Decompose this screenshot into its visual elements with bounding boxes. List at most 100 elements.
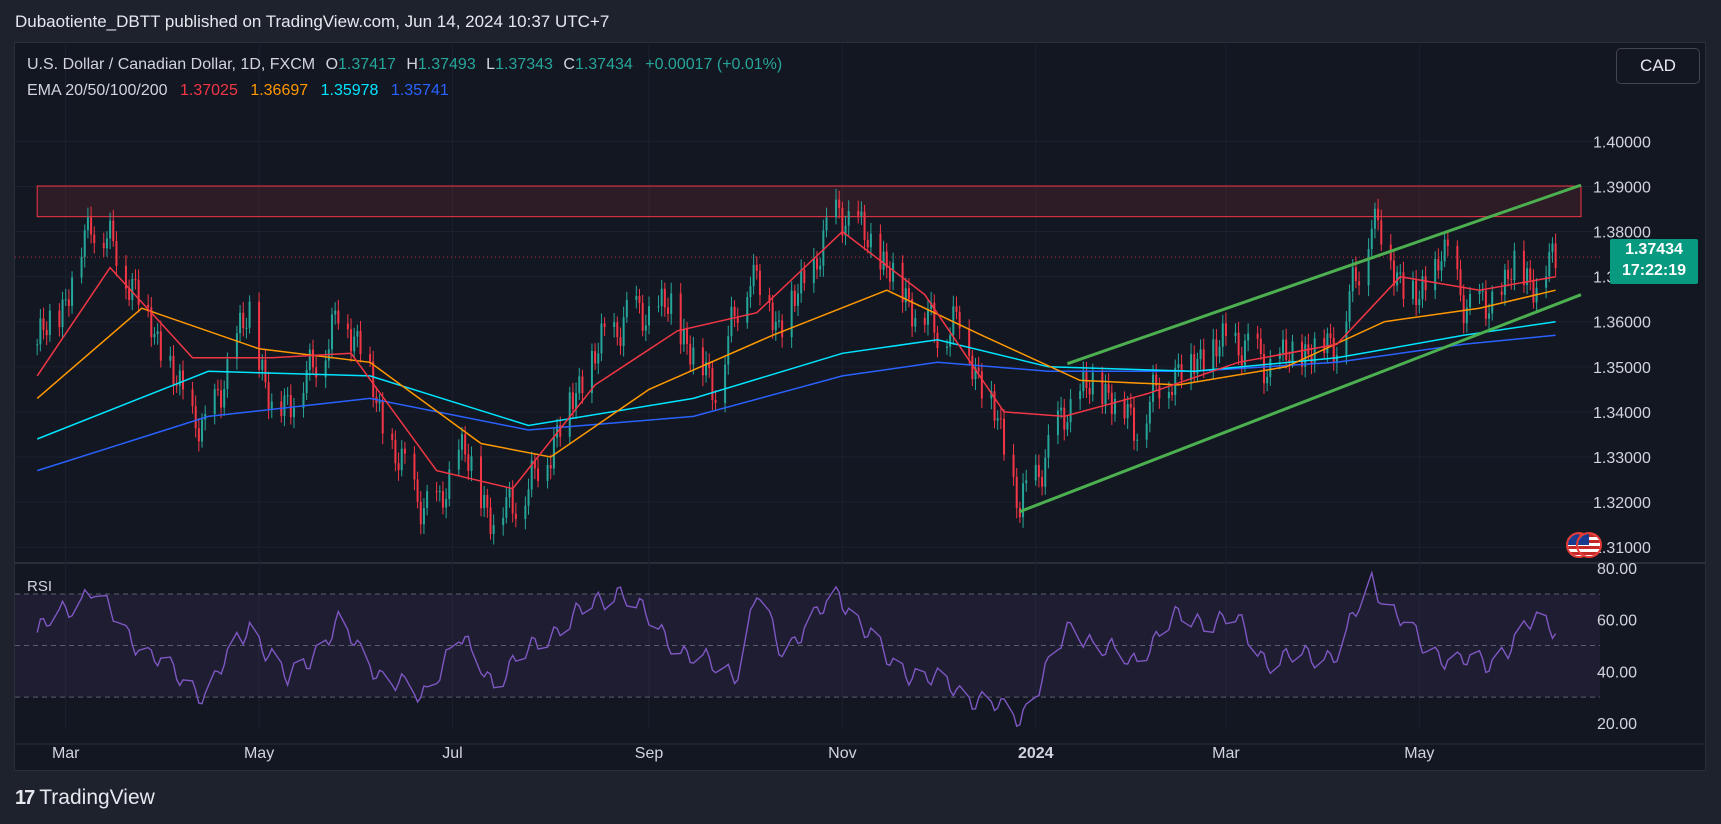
candle-body	[1488, 313, 1491, 319]
ema-title[interactable]: EMA 20/50/100/200	[27, 82, 168, 99]
candle-body	[625, 299, 628, 318]
candle-body	[137, 280, 140, 305]
candle-body	[578, 376, 581, 394]
candle-body	[885, 251, 888, 268]
candle-body	[771, 302, 774, 331]
candle-body	[774, 321, 777, 331]
ema100-line	[36, 320, 1556, 440]
candle-body	[790, 290, 793, 338]
candle-body	[1262, 353, 1265, 384]
tradingview-brand[interactable]: 17 TradingView	[15, 786, 155, 810]
candle-body	[559, 425, 562, 437]
symbol-title[interactable]: U.S. Dollar / Canadian Dollar, 1D, FXCM	[27, 56, 316, 73]
candle-body	[1180, 364, 1183, 380]
candle-body	[1465, 307, 1468, 324]
price-axis-label: 1.39000	[1593, 179, 1651, 196]
time-axis-label: Mar	[1212, 745, 1240, 762]
candle-body	[223, 389, 226, 408]
candle-body	[372, 361, 375, 397]
candle-body	[705, 362, 708, 376]
candle-body	[441, 491, 444, 508]
candle-body	[1446, 239, 1449, 246]
candle-body	[1022, 483, 1025, 518]
candle-body	[758, 270, 761, 296]
candle-body	[819, 265, 822, 270]
candle-body	[749, 286, 752, 298]
candle-body	[1101, 372, 1104, 405]
candle-body	[464, 434, 467, 455]
candle-body	[353, 336, 356, 352]
rsi-pane-title[interactable]: RSI	[27, 578, 53, 595]
candle-body	[1443, 239, 1446, 262]
channel-lower-trendline[interactable]	[1019, 293, 1582, 513]
candle-body	[1237, 332, 1240, 356]
candle-body	[711, 368, 714, 401]
candle-body	[777, 320, 780, 322]
rsi-axis-label: 40.00	[1597, 664, 1637, 681]
candle-body	[568, 392, 571, 437]
candle-body	[1107, 383, 1110, 393]
candle-body	[422, 508, 425, 525]
ema20-line	[36, 230, 1556, 490]
candle-body	[552, 437, 555, 469]
candle-body	[1278, 352, 1281, 359]
brand-name: TradingView	[39, 786, 155, 809]
candle-body	[679, 293, 682, 345]
candle-body	[816, 258, 819, 270]
candle-body	[1462, 295, 1465, 324]
candle-body	[1418, 299, 1421, 306]
ema200-value: 1.35741	[390, 82, 449, 99]
candle-body	[102, 243, 105, 249]
ema20-value: 1.37025	[180, 82, 238, 99]
candle-body	[150, 307, 153, 338]
candle-body	[308, 349, 311, 370]
candle-body	[1123, 398, 1126, 419]
candle-body	[974, 367, 977, 380]
candle-body	[1532, 279, 1535, 303]
candle-body	[746, 297, 749, 323]
candle-body	[724, 364, 727, 404]
candle-body	[1012, 454, 1015, 477]
candle-body	[239, 312, 242, 334]
candle-body	[1503, 269, 1506, 295]
candle-body	[796, 293, 799, 306]
candle-body	[622, 317, 625, 346]
candle-body	[1354, 267, 1357, 282]
candle-body	[216, 389, 219, 391]
candle-body	[800, 270, 803, 294]
candle-body	[1133, 407, 1136, 441]
candle-body	[289, 395, 292, 418]
candle-body	[1478, 291, 1481, 294]
candle-body	[660, 288, 663, 307]
currency-button[interactable]: CAD	[1616, 48, 1700, 84]
candle-body	[613, 322, 616, 327]
candle-body	[847, 210, 850, 226]
candle-body	[194, 406, 197, 429]
candle-body	[689, 343, 692, 365]
candle-body	[527, 489, 530, 506]
candle-body	[1196, 358, 1199, 374]
candle-body	[822, 230, 825, 266]
candle-body	[109, 220, 112, 239]
ca-flag-icon[interactable]	[1576, 532, 1602, 558]
resistance-zone[interactable]	[36, 185, 1582, 218]
candle-body	[993, 391, 996, 421]
candle-body	[172, 355, 175, 385]
time-axis-label: 2024	[1018, 745, 1054, 762]
candle-body	[1367, 249, 1370, 286]
candle-body	[131, 278, 134, 300]
candle-body	[999, 418, 1002, 420]
candle-body	[1469, 293, 1472, 308]
ohlc-row: U.S. Dollar / Canadian Dollar, 1D, FXCM …	[27, 54, 782, 80]
candle-body	[686, 328, 689, 344]
candle-body	[1215, 339, 1218, 357]
candle-body	[391, 433, 394, 440]
candle-body	[571, 392, 574, 410]
channel-upper-trendline[interactable]	[1066, 183, 1582, 366]
candle-body	[511, 488, 514, 514]
candle-body	[1199, 349, 1202, 359]
candle-body	[733, 306, 736, 317]
candle-body	[80, 256, 83, 278]
candle-body	[67, 299, 70, 306]
